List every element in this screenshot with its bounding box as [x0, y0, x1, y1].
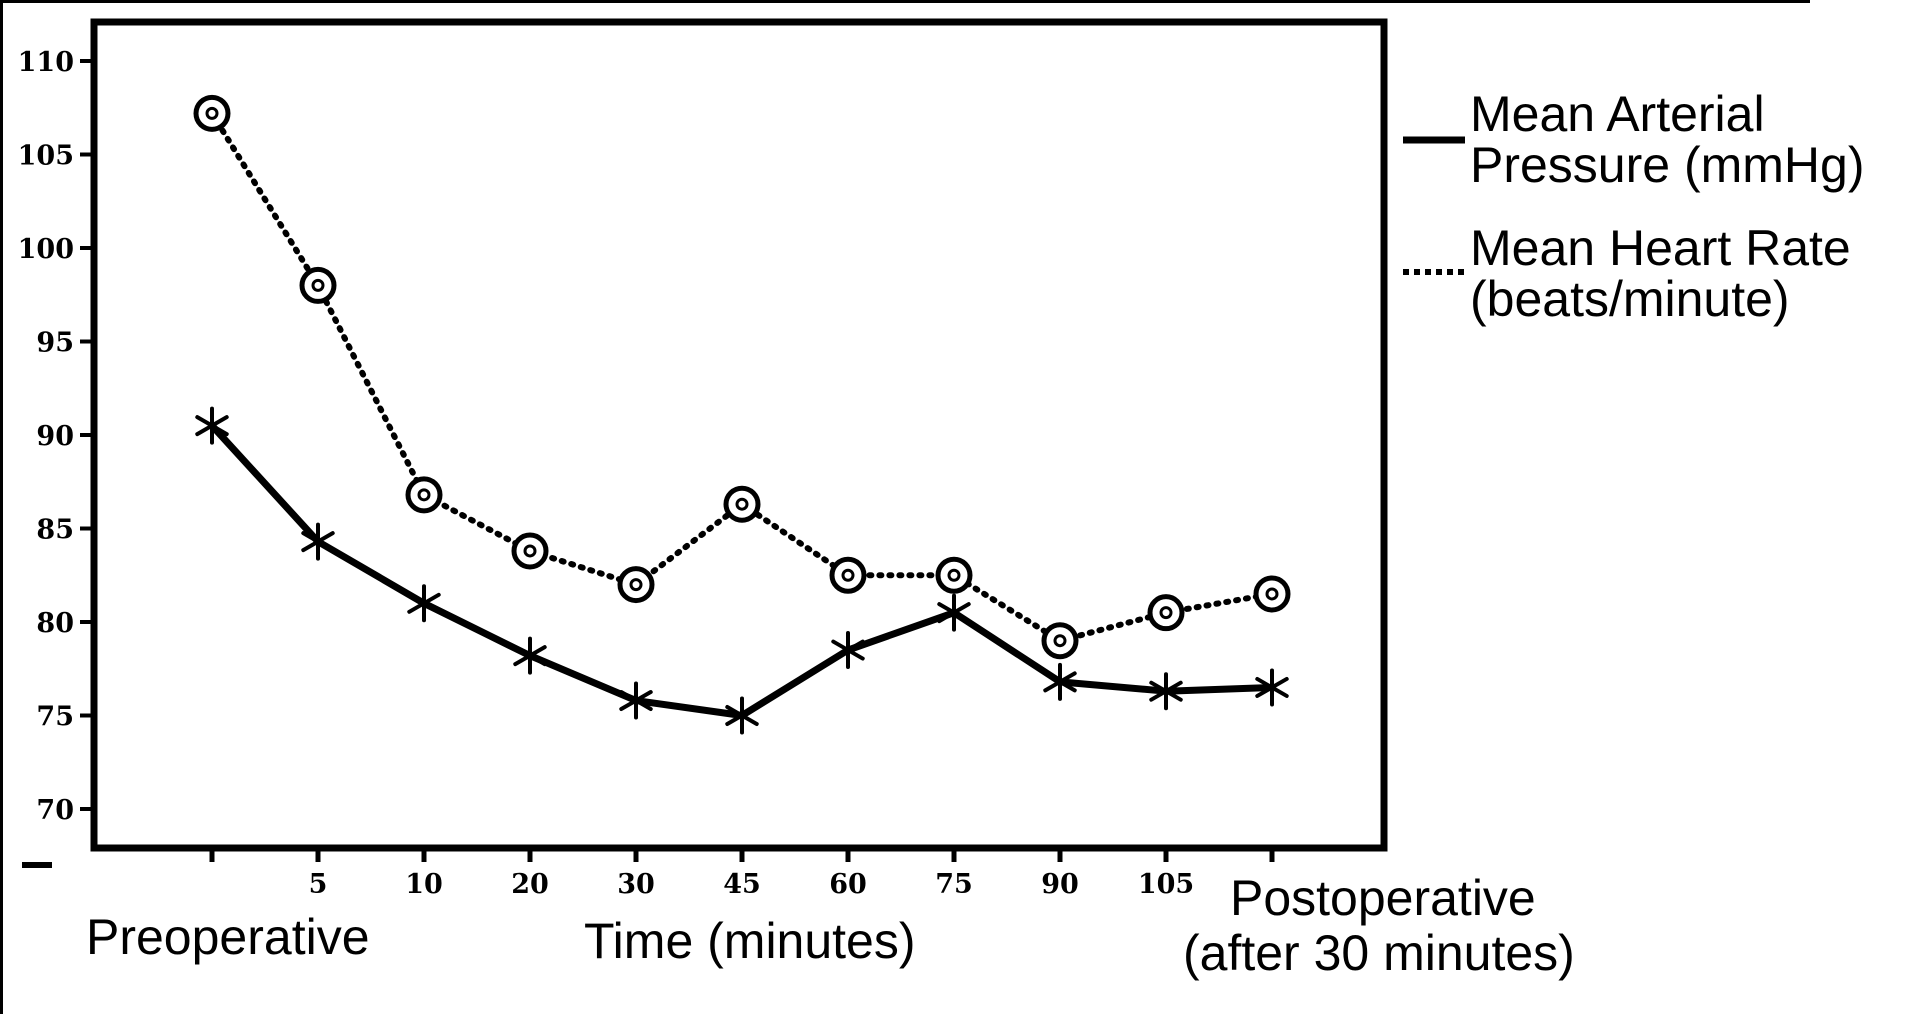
star-stroke: [407, 592, 441, 614]
data-point-marker-center: [629, 578, 643, 592]
legend-label-heart-rate-line2: (beats/minute): [1470, 271, 1790, 327]
data-point-marker-center: [205, 106, 219, 120]
data-point-marker-center: [947, 568, 961, 582]
data-point-marker-center: [735, 497, 749, 511]
data-point-marker: [513, 636, 547, 675]
x-axis-title: Time (minutes): [584, 913, 916, 969]
plot-frame: [90, 18, 1388, 852]
data-point-marker: [937, 593, 971, 632]
x-tick-label: 30: [617, 869, 655, 900]
star-stroke: [513, 645, 547, 667]
postoperative-caption-line1: Postoperative: [1230, 870, 1536, 926]
data-point-marker: [619, 681, 653, 720]
data-point-marker-center: [1159, 606, 1173, 620]
legend-item-pressure: Mean Arterial Pressure (mmHg): [1403, 86, 1864, 193]
x-tick-label: 90: [1041, 869, 1079, 900]
data-point-marker: [831, 631, 865, 670]
data-point-marker-center: [1053, 634, 1067, 648]
legend-label-pressure-line1: Mean Arterial: [1470, 86, 1765, 142]
data-point-marker-center: [841, 568, 855, 582]
y-tick-label: 100: [18, 234, 74, 265]
x-tick-label: 45: [723, 869, 761, 900]
star-stroke: [619, 690, 653, 712]
data-point-marker: [407, 584, 441, 623]
star-stroke: [1043, 671, 1077, 693]
series-mean-heart-rate: [193, 94, 1291, 660]
legend-item-heart-rate: Mean Heart Rate (beats/minute): [1403, 220, 1851, 327]
legend-label-heart-rate-line1: Mean Heart Rate: [1470, 220, 1851, 276]
y-tick-label: 80: [36, 608, 74, 639]
data-point-marker-center: [1265, 587, 1279, 601]
star-stroke: [301, 531, 335, 553]
data-point-marker-center: [311, 278, 325, 292]
y-tick-label: 95: [36, 328, 74, 359]
star-stroke: [1255, 676, 1289, 698]
y-tick-label: 70: [36, 795, 74, 826]
preoperative-caption: Preoperative: [86, 909, 370, 965]
y-tick-label: 105: [18, 141, 74, 172]
data-point-marker: [195, 406, 229, 445]
x-tick-label: 60: [829, 869, 867, 900]
y-tick-label: 75: [36, 702, 74, 733]
star-stroke: [1149, 680, 1183, 702]
series-layer: [193, 94, 1291, 735]
data-point-marker: [1255, 668, 1289, 707]
postoperative-caption-line2: (after 30 minutes): [1183, 925, 1575, 981]
data-point-marker-center: [523, 544, 537, 558]
series-mean-arterial-pressure: [195, 406, 1289, 735]
data-point-marker-center: [417, 488, 431, 502]
x-tick-label: 105: [1138, 869, 1194, 900]
series-line: [209, 110, 1275, 644]
y-tick-label: 90: [36, 421, 74, 452]
data-point-marker: [725, 696, 759, 735]
star-stroke: [831, 639, 865, 661]
y-axis: 70 75 80 85 90 95 100 105 110: [18, 47, 94, 826]
legend: Mean Arterial Pressure (mmHg) Mean Heart…: [1403, 86, 1864, 327]
data-point-marker: [301, 522, 335, 561]
x-tick-label: 10: [405, 869, 443, 900]
x-tick-label: 75: [935, 869, 973, 900]
star-stroke: [937, 602, 971, 624]
y-tick-label: 110: [18, 47, 74, 78]
series-line: [208, 422, 1276, 719]
legend-label-pressure-line2: Pressure (mmHg): [1470, 137, 1864, 193]
star-stroke: [725, 705, 759, 726]
x-axis: 5 10 20 30 45 60 75 90 105: [209, 848, 1275, 900]
data-point-marker: [1043, 662, 1077, 701]
x-tick-label: 5: [309, 869, 328, 900]
data-point-marker: [1149, 672, 1183, 711]
x-tick-label: 20: [511, 869, 549, 900]
y-tick-label: 85: [36, 515, 74, 546]
star-stroke: [195, 415, 229, 437]
